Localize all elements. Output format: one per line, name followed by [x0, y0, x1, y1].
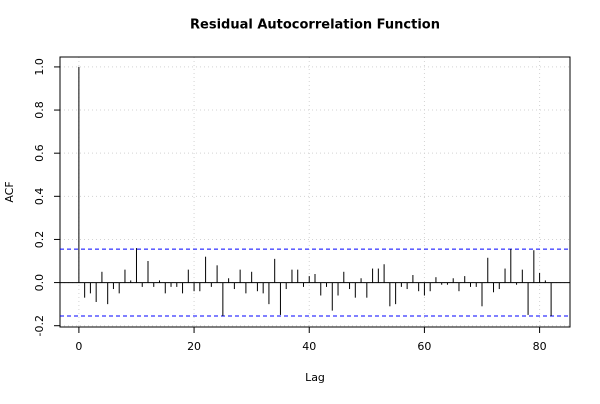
y-tick-label: 0.6: [33, 144, 46, 162]
y-tick-label: 0.4: [33, 188, 46, 206]
x-axis-label: Lag: [305, 371, 325, 384]
y-tick-label: 0.0: [33, 274, 46, 292]
plot-frame: [59, 56, 571, 328]
x-tick-label: 40: [302, 340, 316, 353]
x-tick-label: 80: [533, 340, 547, 353]
y-tick-label: 1.0: [33, 58, 46, 76]
y-tick-label: 0.8: [33, 101, 46, 119]
x-tick-label: 60: [417, 340, 431, 353]
y-tick-label: 0.2: [33, 231, 46, 249]
y-tick-label: -0.2: [33, 315, 46, 336]
chart-title: Residual Autocorrelation Function: [190, 18, 440, 33]
x-tick-label: 0: [75, 340, 82, 353]
y-axis-label: ACF: [3, 181, 16, 202]
x-tick-label: 20: [187, 340, 201, 353]
